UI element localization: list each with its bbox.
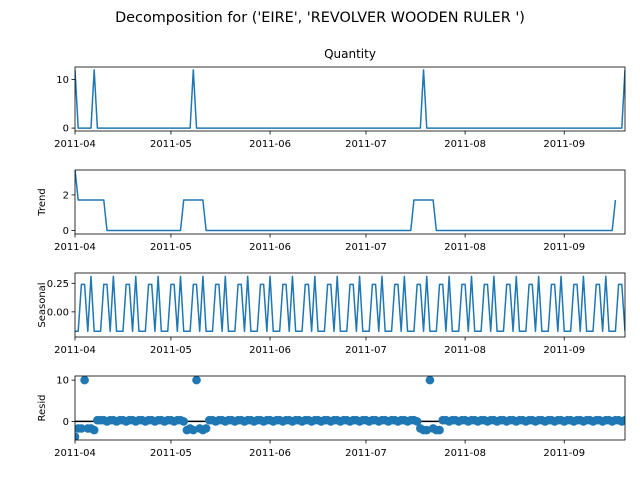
y-tick-label: 0.25 [47,279,69,290]
panel-resid: 0 10 2011-04 2011-05 2011-06 2011-07 2011-08 20… [37,375,640,459]
y-tick-label: 10 [56,75,69,86]
y-axis-label: Trend [37,188,48,216]
y-axis-label: Resid [37,395,48,422]
x-tick-label: 2011-06 [249,448,291,459]
resid-point [627,417,636,426]
x-tick-label: 2011-07 [345,139,387,150]
x-tick-label: 2011-05 [150,345,192,356]
x-tick-label: 2011-05 [150,448,192,459]
y-tick-label: 2 [63,190,69,201]
panel-observed: 0 10 2011-04 2011-05 2011-06 2011-07 2011-08 20… [54,47,626,150]
resid-point [89,425,99,435]
x-tick-label: 2011-08 [444,345,486,356]
x-tick-label: 2011-09 [543,448,585,459]
x-tick-label: 2011-09 [543,139,585,150]
resid-point [435,425,444,435]
x-tick-label: 2011-04 [54,242,96,253]
panel-title: Quantity [324,47,376,61]
series-line [75,275,625,333]
y-tick-label: 0 [63,124,69,135]
resid-point [425,376,435,385]
y-axis-label: Seasonal [37,282,48,327]
x-tick-label: 2011-09 [543,242,585,253]
axes-frame [74,66,626,132]
x-tick-label: 2011-04 [54,345,96,356]
panel-seasonal: 0.25 0.00 2011-04 2011-05 2011-06 2011-07 2011… [37,272,626,356]
x-tick-label: 2011-08 [444,139,486,150]
resid-point [192,376,201,385]
resid-point [630,416,639,425]
x-tick-label: 2011-07 [345,345,387,356]
axes-frame [74,375,626,441]
x-tick-label: 2011-08 [444,448,486,459]
x-tick-label: 2011-04 [54,139,96,150]
x-tick-label: 2011-06 [249,345,291,356]
x-tick-label: 2011-08 [444,242,486,253]
x-tick-label: 2011-05 [150,242,192,253]
resid-point [201,424,211,433]
y-tick-label: 0.00 [47,307,69,318]
x-tick-label: 2011-04 [54,448,96,459]
x-tick-label: 2011-06 [249,139,291,150]
figure-suptitle: Decomposition for ('EIRE', 'REVOLVER WOO… [115,10,525,26]
panel-trend: 0 2 2011-04 2011-05 2011-06 2011-07 2011-08 201… [37,169,626,253]
x-tick-label: 2011-07 [345,448,387,459]
resid-point [412,417,422,426]
resid-point [80,376,89,385]
series-line [75,170,617,232]
resid-point [75,432,80,440]
axes-frame [74,272,626,338]
y-tick-label: 0 [63,417,69,428]
x-tick-label: 2011-06 [249,242,291,253]
resid-point [77,424,86,433]
axes-frame [74,169,626,235]
x-tick-label: 2011-05 [150,139,192,150]
resid-point [620,415,625,425]
resid-point [633,426,640,435]
y-tick-label: 0 [63,226,69,237]
x-tick-label: 2011-07 [345,242,387,253]
y-tick-label: 10 [56,376,69,387]
resid-point [179,417,189,426]
series-line [75,69,625,129]
x-tick-label: 2011-09 [543,345,585,356]
